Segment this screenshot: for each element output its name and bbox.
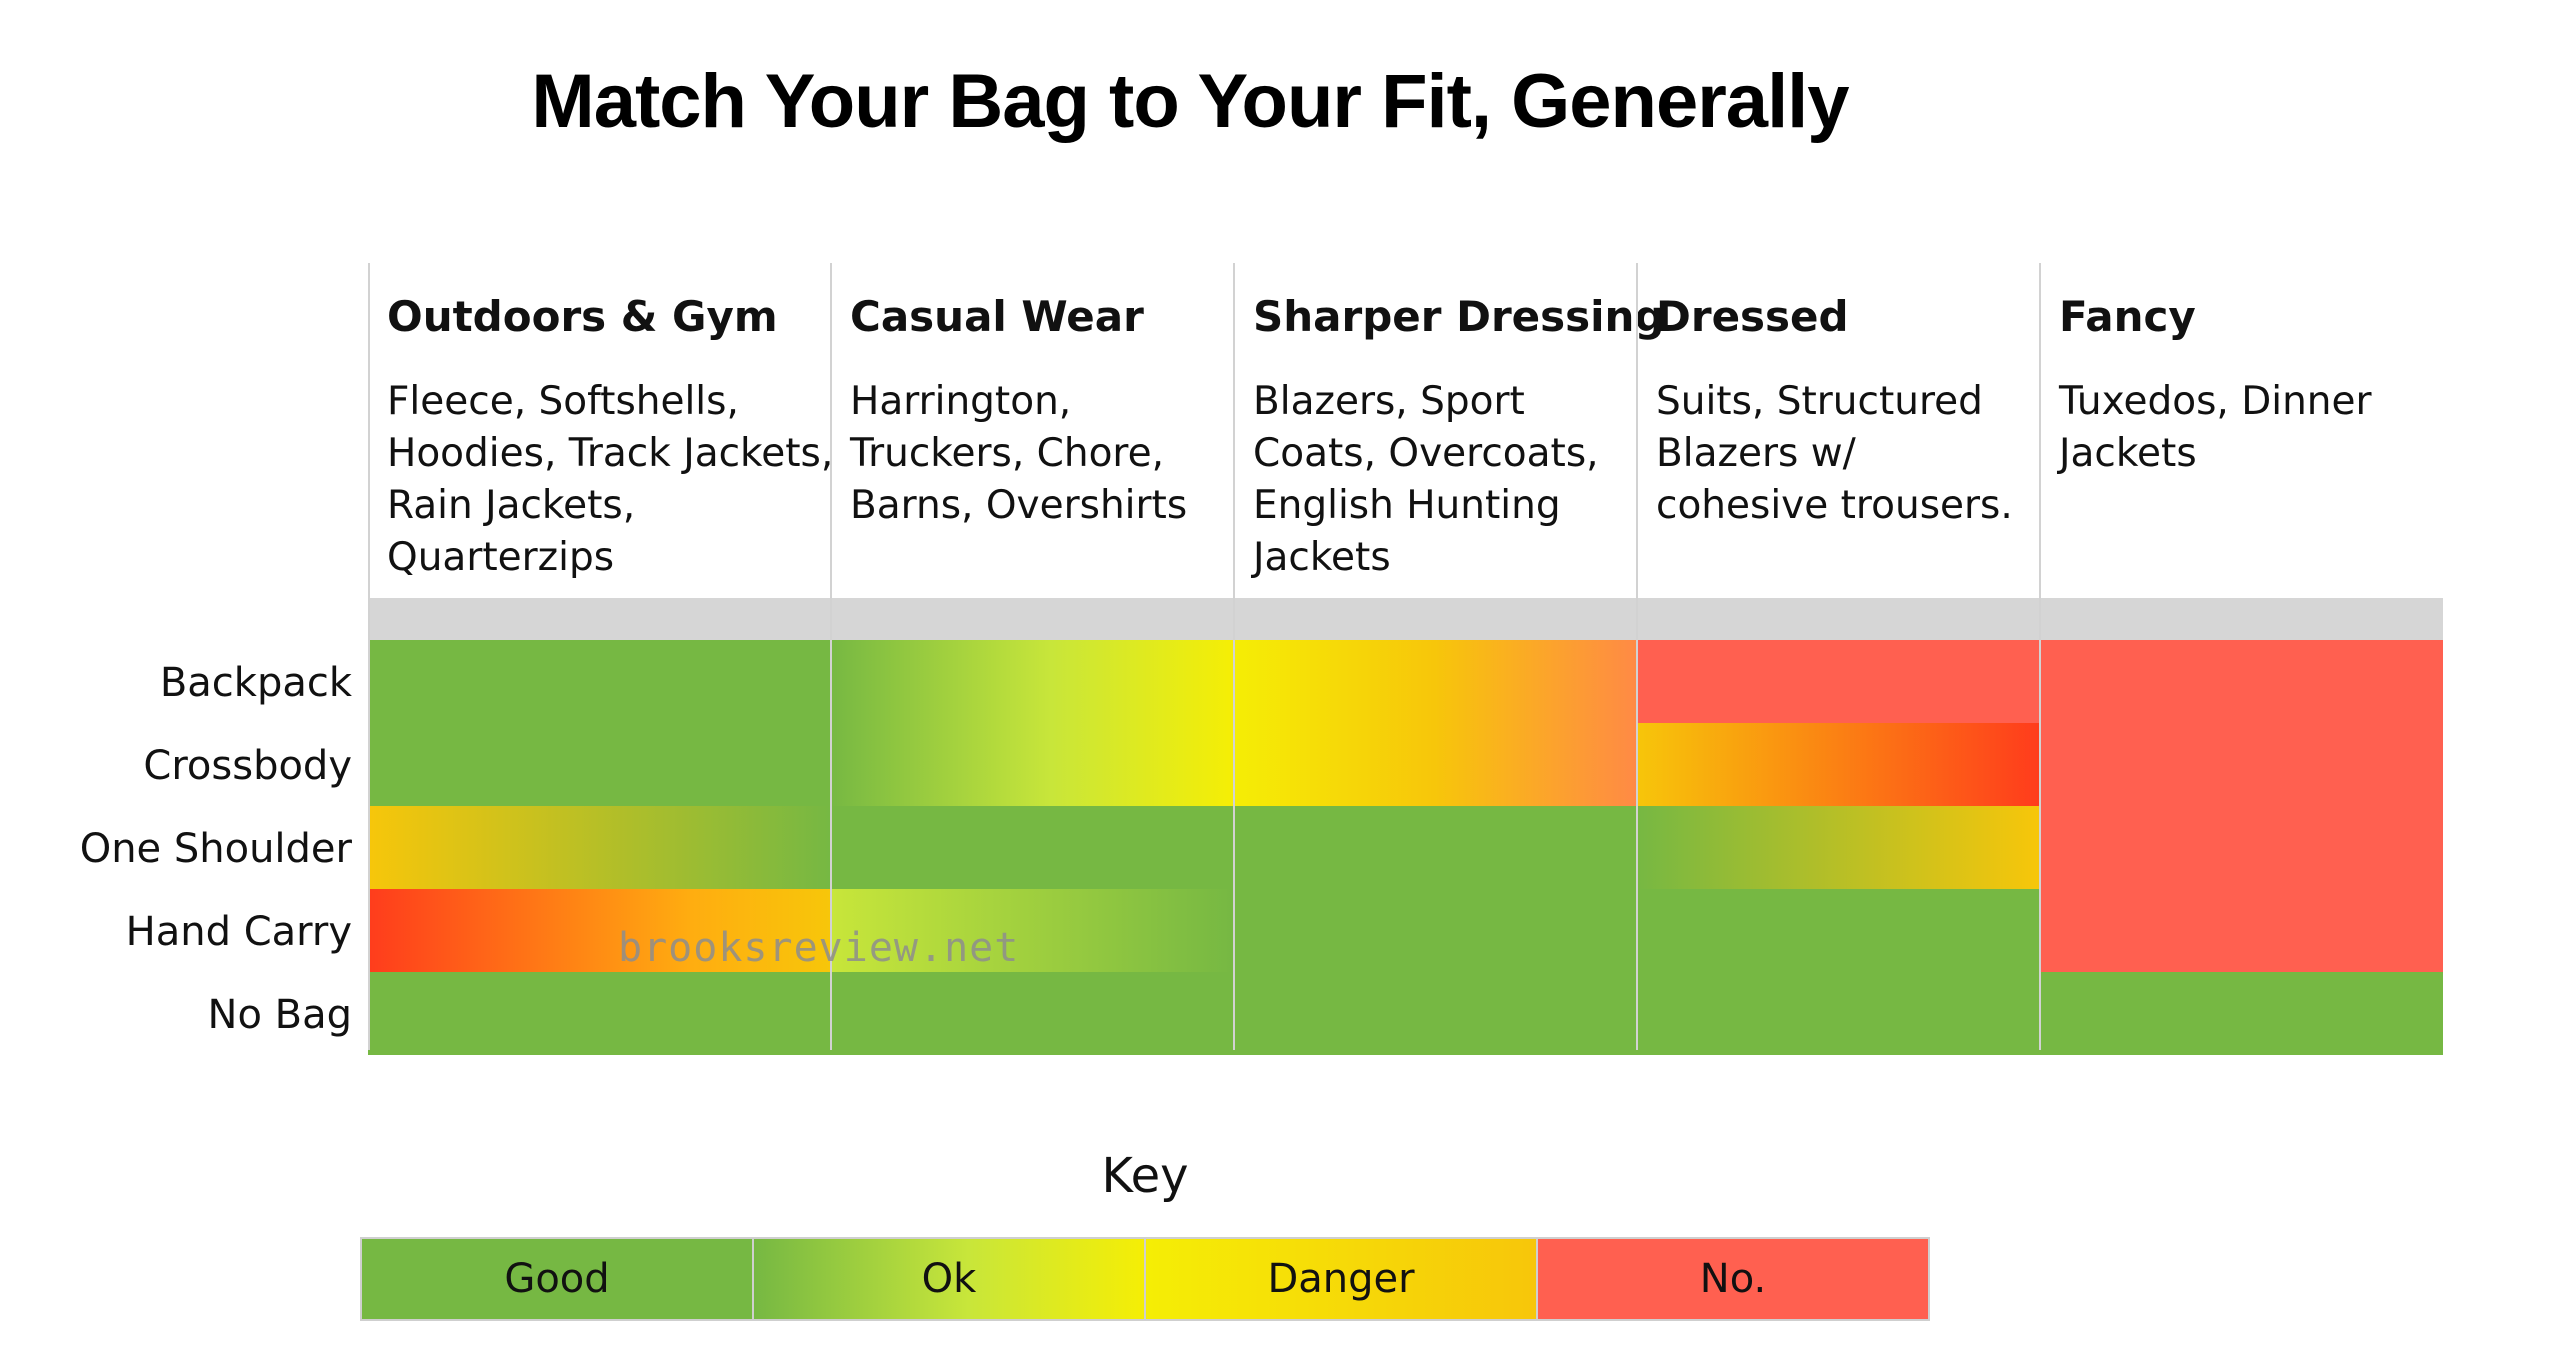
heatmap-cell-one-shoulder-2 <box>1233 806 1636 889</box>
key-legend: Good Ok Danger No. <box>360 1237 1930 1321</box>
column-separator <box>2039 263 2041 1050</box>
heatmap-cell-no-bag-2 <box>1233 972 1636 1055</box>
heatmap-cell-crossbody-2 <box>1233 723 1636 806</box>
header-divider-band <box>368 598 2443 640</box>
heatmap-cell-backpack-2 <box>1233 640 1636 723</box>
key-ok: Ok <box>754 1239 1146 1319</box>
key-good: Good <box>362 1239 754 1319</box>
heatmap-cell-hand-carry-0 <box>368 889 830 972</box>
column-header-fancy: Fancy <box>2059 292 2196 341</box>
heatmap-cell-crossbody-0 <box>368 723 830 806</box>
chart-title: Match Your Bag to Your Fit, Generally <box>531 59 1849 144</box>
heatmap-cell-backpack-1 <box>830 640 1233 723</box>
row-label-hand-carry: Hand Carry <box>125 909 352 955</box>
column-separator <box>1636 263 1638 1050</box>
column-desc-sharper: Blazers, Sport Coats, Overcoats, English… <box>1253 379 1599 580</box>
heatmap-cell-backpack-0 <box>368 640 830 723</box>
column-separator <box>1233 263 1235 1050</box>
heatmap-cell-backpack-4 <box>2039 640 2443 723</box>
heatmap-cell-one-shoulder-4 <box>2039 806 2443 889</box>
column-header-casual: Casual Wear <box>850 292 1144 341</box>
row-label-backpack: Backpack <box>159 660 352 706</box>
heatmap-cell-one-shoulder-1 <box>830 806 1233 889</box>
column-desc-casual: Harrington, Truckers, Chore, Barns, Over… <box>850 379 1188 528</box>
key-danger: Danger <box>1146 1239 1538 1319</box>
watermark-text: brooksreview.net <box>618 925 1020 971</box>
row-label-no-bag: No Bag <box>207 992 352 1038</box>
column-desc-fancy: Tuxedos, Dinner Jackets <box>2059 379 2372 476</box>
column-desc-dressed: Suits, Structured Blazers w/ cohesive tr… <box>1656 379 2013 528</box>
heatmap-cell-hand-carry-1 <box>830 889 1233 972</box>
heatmap-cell-no-bag-3 <box>1636 972 2039 1055</box>
key-title: Key <box>1101 1148 1189 1204</box>
heatmap-cell-no-bag-0 <box>368 972 830 1055</box>
row-label-one-shoulder: One Shoulder <box>79 826 352 872</box>
heatmap-cell-backpack-3 <box>1636 640 2039 723</box>
heatmap-cell-one-shoulder-3 <box>1636 806 2039 889</box>
heatmap-cell-crossbody-4 <box>2039 723 2443 806</box>
heatmap-cell-one-shoulder-0 <box>368 806 830 889</box>
row-label-crossbody: Crossbody <box>143 743 352 789</box>
column-header-sharper: Sharper Dressing <box>1253 292 1665 341</box>
key-no: No. <box>1538 1239 1928 1319</box>
heatmap-cell-crossbody-1 <box>830 723 1233 806</box>
heatmap-cell-hand-carry-3 <box>1636 889 2039 972</box>
column-separator <box>830 263 832 1050</box>
heatmap-cell-hand-carry-4 <box>2039 889 2443 972</box>
heatmap-cell-hand-carry-2 <box>1233 889 1636 972</box>
heatmap-cell-crossbody-3 <box>1636 723 2039 806</box>
heatmap-cell-no-bag-1 <box>830 972 1233 1055</box>
column-header-outdoors: Outdoors & Gym <box>387 292 778 341</box>
column-desc-outdoors: Fleece, Softshells, Hoodies, Track Jacke… <box>387 379 834 580</box>
column-header-dressed: Dressed <box>1656 292 1849 341</box>
column-separator <box>368 263 370 1050</box>
heatmap-cell-no-bag-4 <box>2039 972 2443 1055</box>
